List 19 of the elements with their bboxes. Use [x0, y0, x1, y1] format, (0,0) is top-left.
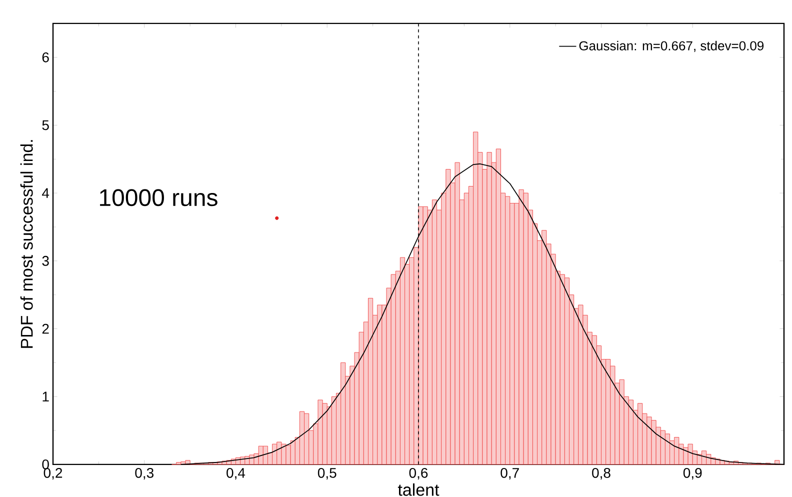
y-tick-label: 3	[42, 256, 49, 266]
x-tick-label: 0,8	[592, 468, 610, 480]
x-tick-label: 0,4	[226, 468, 246, 480]
y-tick-label: 0	[42, 459, 49, 470]
y-tick-label: 4	[42, 188, 50, 198]
x-tick-label: 0,2	[44, 468, 62, 480]
y-tick-label: 6	[42, 52, 49, 62]
x-tick-label: 0,5	[318, 468, 336, 480]
legend-label: Gaussian: m=0.667, stdev=0.09	[579, 40, 764, 52]
x-tick-label: 0,6	[409, 468, 428, 480]
x-tick-label: 0,7	[500, 468, 519, 480]
annotation: 10000 runs	[100, 189, 218, 206]
x-axis-title: talent	[398, 483, 440, 496]
y-tick-label: 1	[42, 392, 49, 402]
x-tick-label: 0,3	[135, 468, 154, 480]
y-tick-label: 2	[42, 324, 49, 334]
x-tick-label: 0,9	[683, 468, 702, 480]
y-tick-label: 5	[42, 120, 49, 130]
y-axis-title: PDF of most successful ind.	[20, 140, 33, 348]
